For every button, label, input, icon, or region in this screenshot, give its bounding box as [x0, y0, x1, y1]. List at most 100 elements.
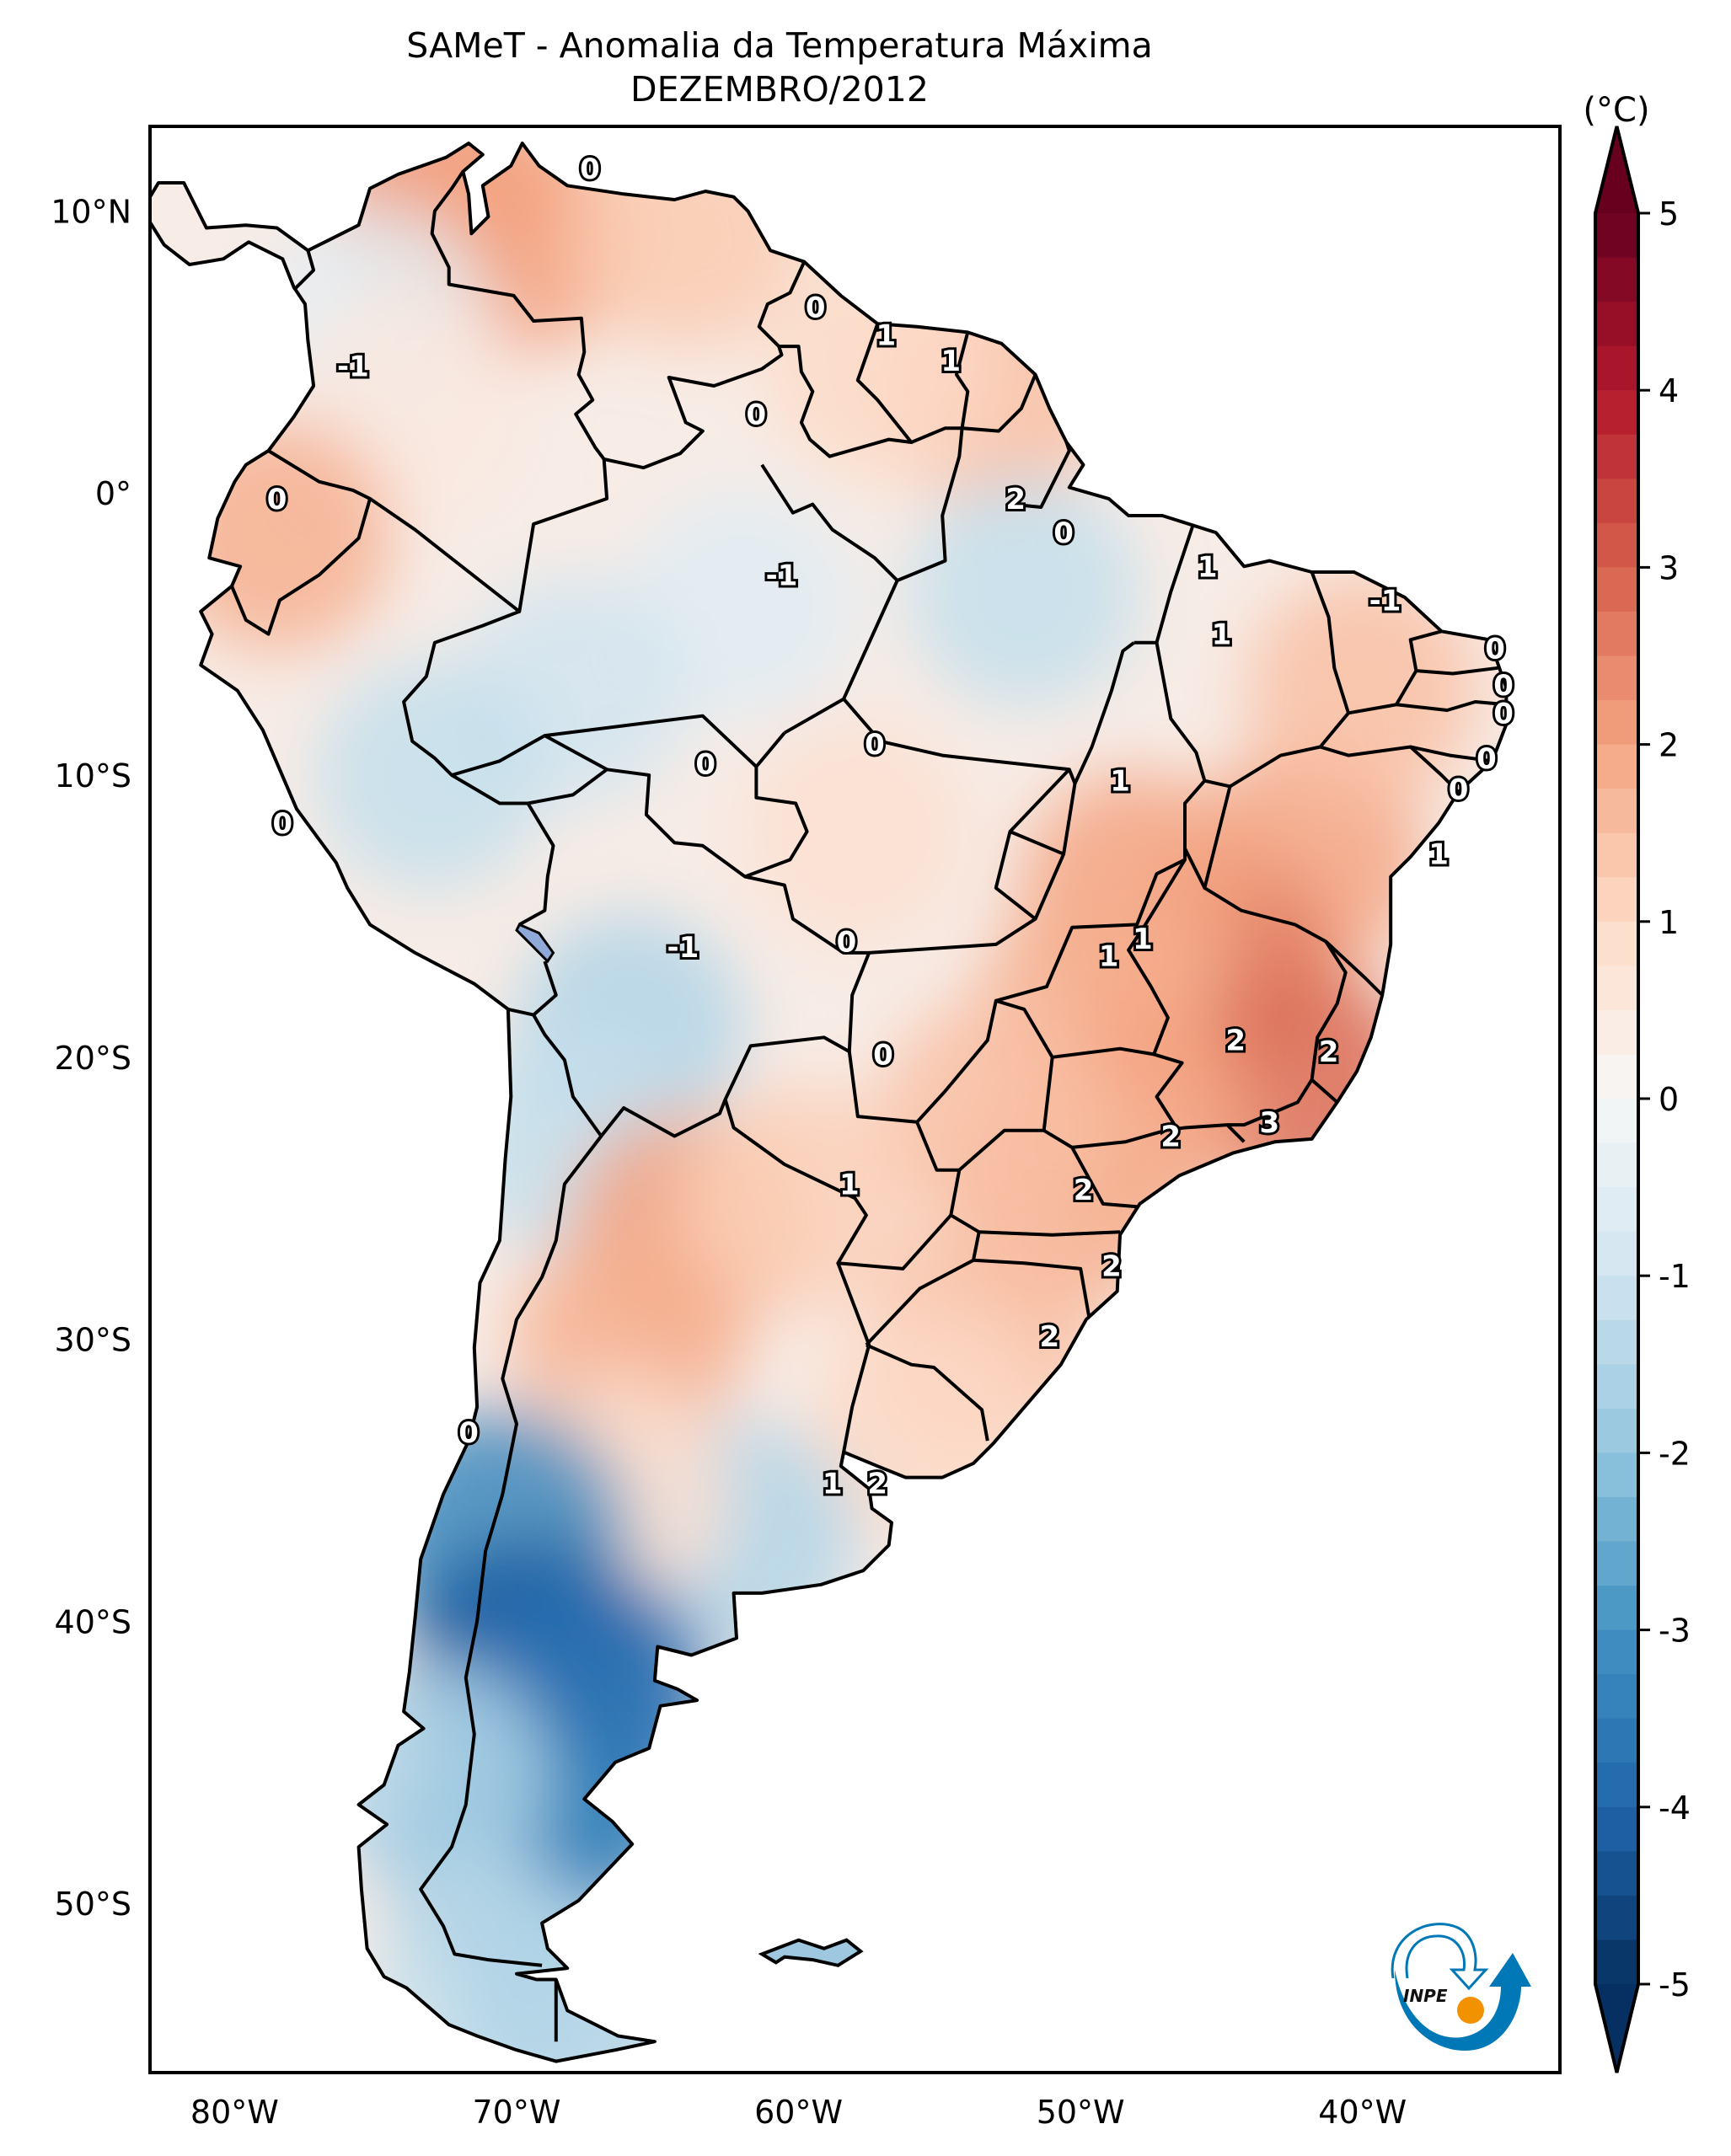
contour-label: 1: [839, 1168, 860, 1201]
border-line: [518, 802, 555, 927]
logo-orbit-icon: [1391, 1923, 1489, 1991]
contour-label: 2: [867, 1467, 887, 1501]
contour-label: 0: [806, 291, 826, 324]
border-line: [866, 1343, 989, 1442]
border-line: [1416, 666, 1498, 676]
contour-label: 0: [267, 483, 287, 516]
colorbar-segment: [1595, 744, 1638, 789]
border-line: [836, 1262, 871, 1452]
colorbar-segment: [1595, 1586, 1638, 1631]
anomaly-blob: [739, 715, 971, 948]
colorbar-segment: [1595, 1099, 1638, 1144]
border-line: [957, 1128, 1138, 1209]
inpe-logo: INPE: [1391, 1923, 1531, 2051]
border-line: [1348, 700, 1507, 715]
colorbar-segment: [1595, 1806, 1638, 1852]
contour-label: 1: [1133, 923, 1153, 956]
chart-title: SAMeT - Anomalia da Temperatura Máxima D…: [0, 24, 1559, 111]
colorbar-tick-label: 2: [1659, 727, 1679, 764]
contour-label: 1: [1212, 618, 1232, 652]
border-line: [1410, 745, 1493, 763]
colorbar-tick-label: -3: [1659, 1613, 1691, 1650]
border-line: [1071, 1123, 1246, 1149]
colorbar-segment: [1595, 1054, 1638, 1099]
y-tick-label: 10°S: [55, 757, 131, 794]
contour-label: 1: [1198, 550, 1218, 584]
border-line: [603, 260, 807, 470]
logo-text: INPE: [1403, 1986, 1448, 2006]
border-line: [230, 498, 372, 636]
contour-label: 2: [1319, 1035, 1339, 1069]
border-line: [842, 428, 964, 700]
contour-label: -1: [1369, 584, 1401, 618]
contour-label: 2: [1005, 483, 1026, 516]
colorbar-segment: [1595, 213, 1638, 259]
colorbar-segment: [1595, 1142, 1638, 1188]
contour-label: -1: [667, 931, 699, 965]
colorbar-segment: [1595, 655, 1638, 701]
y-tick-label: 20°S: [55, 1040, 131, 1077]
contour-label: 0: [458, 1416, 479, 1450]
x-tick-label: 60°W: [754, 2094, 843, 2131]
contour-label: 0: [865, 728, 885, 762]
colorbar-segment: [1595, 1276, 1638, 1321]
title-line-2: DEZEMBRO/2012: [630, 69, 929, 110]
map-frame: [148, 125, 1562, 2074]
contour-label: 0: [1493, 697, 1514, 730]
border-line: [402, 609, 528, 805]
colorbar-segment: [1595, 1452, 1638, 1498]
colorbar-segment: [1595, 390, 1638, 436]
contour-label: 2: [1160, 1121, 1181, 1154]
colorbar-segment: [1595, 1895, 1638, 1941]
colorbar-tick-label: -5: [1659, 1966, 1691, 2004]
colorbar-extend-max: [1595, 126, 1638, 213]
border-line: [292, 249, 316, 292]
border-line: [1009, 768, 1071, 833]
contour-label: 2: [1074, 1174, 1094, 1207]
colorbar-segment: [1595, 1939, 1638, 1985]
colorbar-segment: [1595, 1629, 1638, 1675]
colorbar-segment: [1595, 1718, 1638, 1763]
x-tick-label: 40°W: [1318, 2094, 1407, 2131]
border-line: [1133, 523, 1195, 645]
border-line: [915, 998, 1054, 1124]
colorbar-segment: [1595, 921, 1638, 966]
y-tick-label: 0°: [95, 475, 131, 512]
border-line: [451, 734, 608, 777]
x-tick-label: 50°W: [1037, 2094, 1125, 2131]
contour-label: 0: [272, 807, 292, 841]
contour-label: 0: [1493, 669, 1514, 703]
colorbar-segment: [1595, 479, 1638, 524]
colorbar-segment: [1595, 1408, 1638, 1453]
colorbar-segment: [1595, 1231, 1638, 1276]
contour-label: 0: [1485, 632, 1505, 666]
border-line: [779, 323, 914, 458]
colorbar-tick-label: -1: [1659, 1258, 1691, 1295]
colorbar-segment: [1595, 877, 1638, 923]
contour-label: 0: [580, 152, 600, 186]
colorbar-segment: [1595, 789, 1638, 834]
y-tick-label: 10°N: [51, 193, 131, 230]
border-line: [1395, 629, 1443, 706]
colorbar-segment: [1595, 257, 1638, 302]
colorbar-tick-label: 3: [1659, 549, 1679, 586]
anomaly-blob: [316, 659, 549, 891]
border-line: [1310, 940, 1348, 1104]
x-tick-label: 70°W: [473, 2094, 561, 2131]
colorbar-segment: [1595, 345, 1638, 391]
colorbar-segment: [1595, 700, 1638, 746]
country-state-borders: [230, 170, 1507, 2042]
colorbar-segment: [1595, 966, 1638, 1011]
contour-label: 2: [1101, 1250, 1122, 1284]
colorbar-segment: [1595, 567, 1638, 613]
colorbar-segment: [1595, 1319, 1638, 1365]
colorbar-segment: [1595, 1364, 1638, 1410]
colorbar-segment: [1595, 1009, 1638, 1056]
anomaly-blob: [908, 475, 1140, 708]
colorbar-segment: [1595, 434, 1638, 479]
border-line: [507, 1007, 534, 1017]
colorbar-segment: [1595, 611, 1638, 657]
border-line: [973, 1258, 1091, 1318]
